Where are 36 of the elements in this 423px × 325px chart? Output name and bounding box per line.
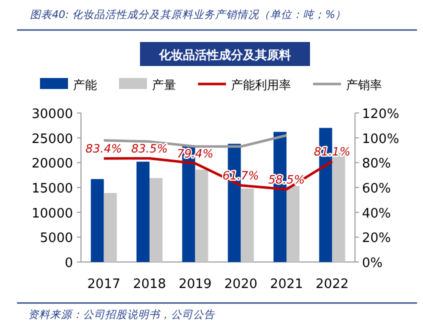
x-tick-label: 2021	[270, 277, 304, 292]
legend-label: 产能利用率	[231, 78, 291, 92]
bar	[136, 162, 150, 262]
bar	[286, 186, 300, 262]
x-tick-label: 2022	[316, 277, 349, 292]
y2-tick-label: 100%	[362, 132, 400, 147]
y2-tick-label: 80%	[362, 156, 391, 172]
bar	[90, 179, 104, 262]
bar	[195, 170, 208, 262]
y-tick-label: 25000	[32, 132, 73, 147]
y2-tick-label: 0%	[362, 256, 383, 271]
y-tick-label: 5000	[40, 231, 73, 246]
y-tick-label: 0	[64, 256, 73, 271]
text: 83.4%	[86, 141, 122, 156]
bar	[104, 192, 117, 262]
y2-tick-label: 120%	[362, 107, 400, 122]
text: 资料来源：公司招股说明书，公司公告	[28, 309, 216, 321]
chart-title: 图表40: 化妆品活性成分及其原料业务产销情况（单位：吨；%）	[30, 9, 346, 21]
x-tick-label: 2020	[224, 277, 258, 292]
bar	[240, 188, 254, 262]
y2-tick-label: 20%	[362, 231, 391, 246]
y2-tick-label: 60%	[362, 182, 391, 196]
chart-subtitle: 化妆品活性成分及其原料	[158, 48, 291, 62]
legend-label: 产量	[152, 78, 176, 92]
legend-label: 产销率	[346, 78, 382, 92]
legend-label: 产能	[73, 78, 97, 92]
x-tick-label: 2017	[87, 277, 120, 292]
y-tick-label: 30000	[32, 107, 73, 122]
y-tick-label: 10000	[32, 206, 73, 222]
x-tick-label: 2018	[132, 277, 166, 292]
y-tick-label: 15000	[32, 182, 73, 196]
y-tick-label: 20000	[32, 156, 73, 172]
y2-tick-label: 40%	[362, 206, 391, 222]
text: 83.5%	[131, 141, 168, 156]
bar	[150, 178, 162, 262]
x-tick-label: 2019	[178, 277, 212, 292]
